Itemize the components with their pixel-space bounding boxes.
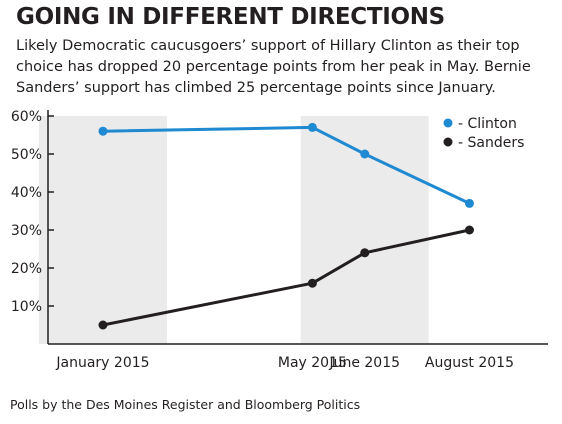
legend-marker bbox=[443, 137, 453, 147]
x-tick-label: August 2015 bbox=[425, 355, 514, 371]
x-tick-label: June 2015 bbox=[328, 355, 400, 371]
legend-label: - Clinton bbox=[458, 116, 517, 132]
x-tick-label: May 2015 bbox=[278, 355, 347, 371]
data-point bbox=[360, 248, 370, 258]
chart-axes bbox=[47, 110, 548, 345]
data-point bbox=[360, 149, 370, 159]
chart-title: GOING IN DIFFERENT DIRECTIONS bbox=[16, 4, 445, 30]
y-tick-label: 60% bbox=[11, 109, 42, 125]
legend-label: - Sanders bbox=[458, 135, 524, 151]
y-tick-label: 50% bbox=[11, 147, 42, 163]
data-points bbox=[98, 122, 474, 330]
data-point bbox=[307, 278, 317, 288]
chart-subtitle: Likely Democratic caucusgoers’ support o… bbox=[16, 38, 531, 96]
background-bands bbox=[38, 116, 429, 344]
data-point bbox=[464, 225, 474, 235]
data-point bbox=[98, 126, 108, 136]
data-point bbox=[464, 198, 474, 208]
x-tick-label: January 2015 bbox=[55, 355, 149, 371]
series-line-clinton bbox=[102, 125, 471, 205]
y-tick-label: 20% bbox=[11, 261, 42, 277]
y-tick-label: 40% bbox=[11, 185, 42, 201]
data-point bbox=[98, 320, 108, 330]
source-note: Polls by the Des Moines Register and Blo… bbox=[10, 397, 361, 412]
y-tick-label: 30% bbox=[11, 223, 42, 239]
series-lines bbox=[102, 125, 471, 327]
background-band bbox=[38, 116, 167, 344]
y-tick-labels: 10% 20% 30% 40% 50% 60% bbox=[11, 109, 42, 315]
data-point bbox=[307, 122, 317, 132]
legend: - Clinton - Sanders bbox=[443, 116, 524, 151]
series-line-sanders bbox=[102, 228, 470, 327]
y-tick-label: 10% bbox=[11, 299, 42, 315]
legend-marker bbox=[443, 118, 453, 128]
